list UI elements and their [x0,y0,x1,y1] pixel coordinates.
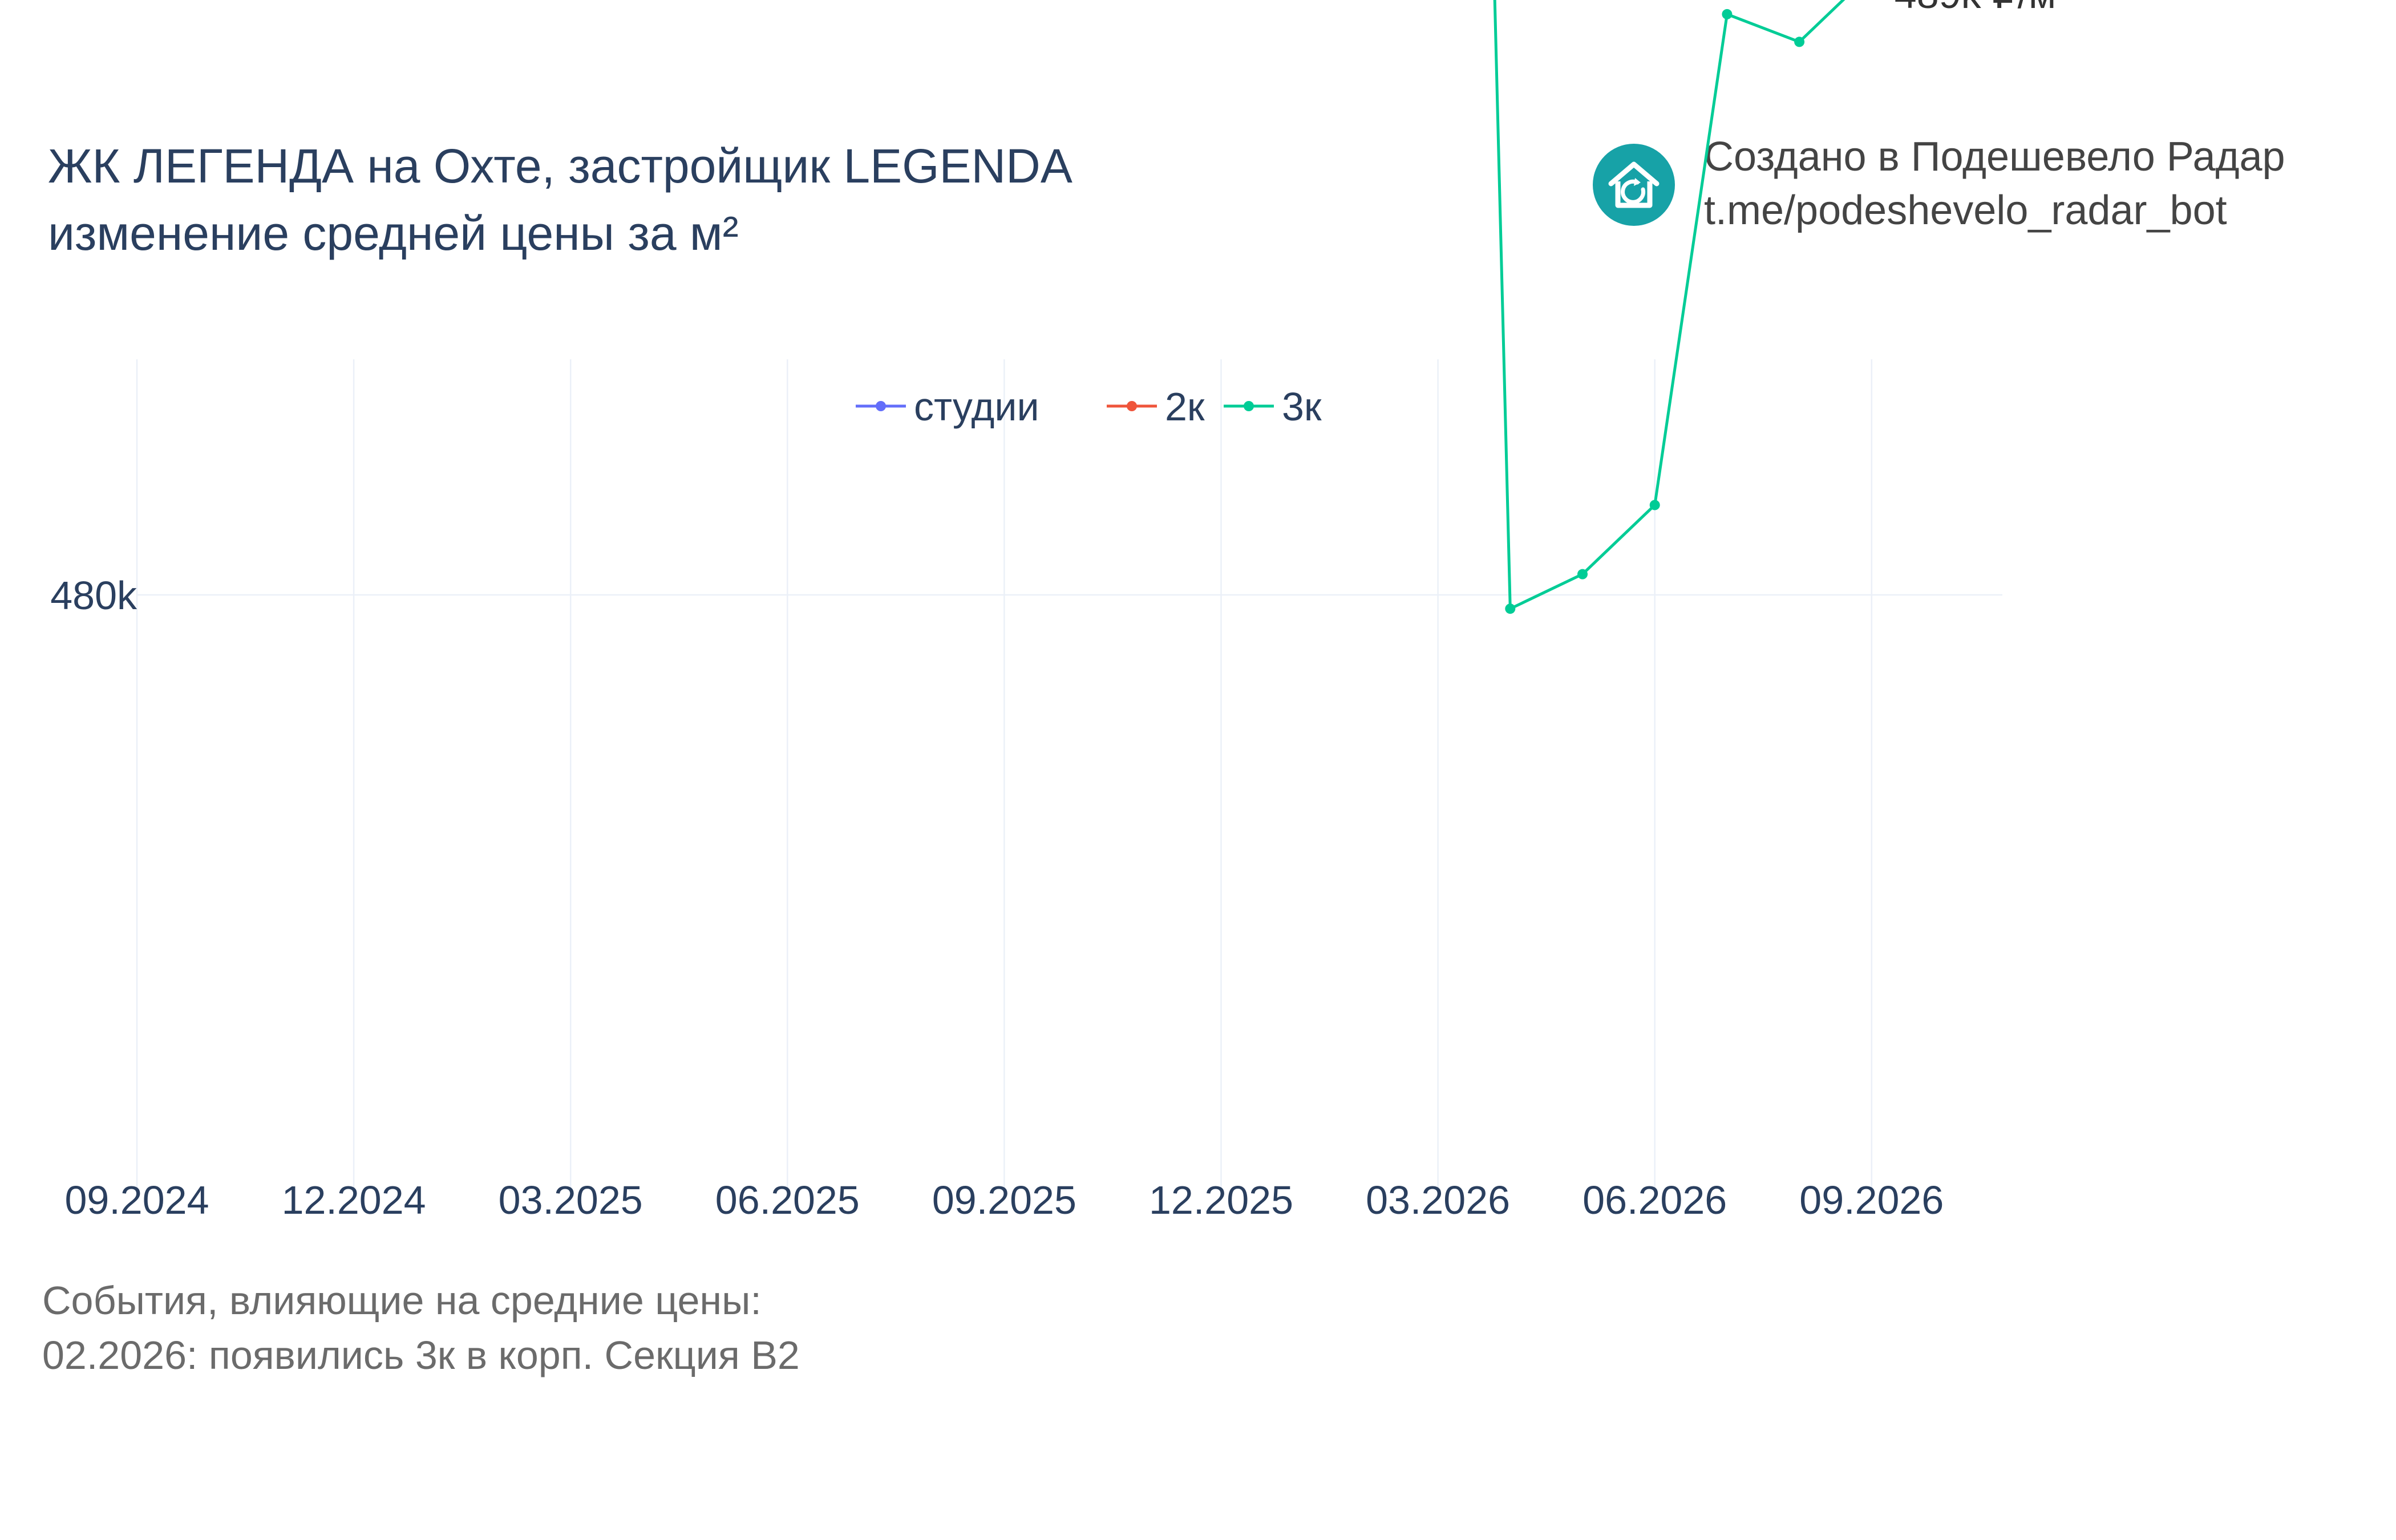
legend-item: 3к [1224,384,1322,429]
x-tick-label: 09.2024 [64,1178,209,1222]
chart-title: ЖК ЛЕГЕНДА на Охте, застройщик LEGENDA и… [48,132,1072,267]
chart-title-line-1: ЖК ЛЕГЕНДА на Охте, застройщик LEGENDA [48,139,1072,193]
legend-marker [1244,401,1254,411]
x-tick-label: 03.2025 [499,1178,643,1222]
data-point [1722,9,1733,19]
x-tick-label: 09.2026 [1799,1178,1944,1222]
series-3 [1493,0,1845,614]
end-labels: 583k ₽/м²496k ₽/м²489k ₽/м² [1895,0,2070,17]
x-axis-ticks: 09.2024 12.2024 03.2025 06.2025 09.2025 12.20… [64,1178,1944,1222]
legend-label: студии [914,384,1039,429]
branding-line-1: Создано в Подешевело Радар [1704,134,2285,180]
chart-title-line-2: изменение средней цены за м² [48,206,739,260]
legend-item: 2к [1107,384,1205,429]
branding-text: Создано в Подешевело Радар t.me/podeshev… [1704,130,2285,237]
legend-label: 3к [1282,384,1322,429]
y-tick-label: 480k [50,573,137,618]
legend-label: 2к [1165,384,1205,429]
end-label: 489k ₽/м² [1895,0,2070,17]
data-point [1577,569,1588,579]
x-tick-label: 09.2025 [932,1178,1076,1222]
legend-marker [876,401,886,411]
data-point [1794,37,1805,47]
legend-item: студии [856,384,1039,429]
x-tick-label: 03.2026 [1366,1178,1510,1222]
events-heading: События, влияющие на средние цены: [42,1278,762,1323]
x-tick-label: 12.2024 [282,1178,426,1222]
x-tick-label: 06.2025 [715,1178,860,1222]
data-point [1649,500,1660,510]
event-item: 02.2026: появились 3к в корп. Секция В2 [42,1333,800,1377]
data-point [1505,603,1516,614]
x-tick-label: 06.2026 [1583,1178,1727,1222]
series-line [1493,0,1845,610]
chart-series [1493,0,1845,614]
branding-link[interactable]: t.me/podeshevelo_radar_bot [1704,188,2227,233]
chart-grid [136,359,2002,1192]
chart-legend: студии 2к 3к [856,384,1322,429]
legend-marker [1127,401,1137,411]
events-note: События, влияющие на средние цены: 02.20… [42,1273,800,1383]
house-refresh-icon [1593,144,1675,226]
x-tick-label: 12.2025 [1149,1178,1293,1222]
y-axis-ticks: 480k500k520k540k560k580k [50,573,137,618]
